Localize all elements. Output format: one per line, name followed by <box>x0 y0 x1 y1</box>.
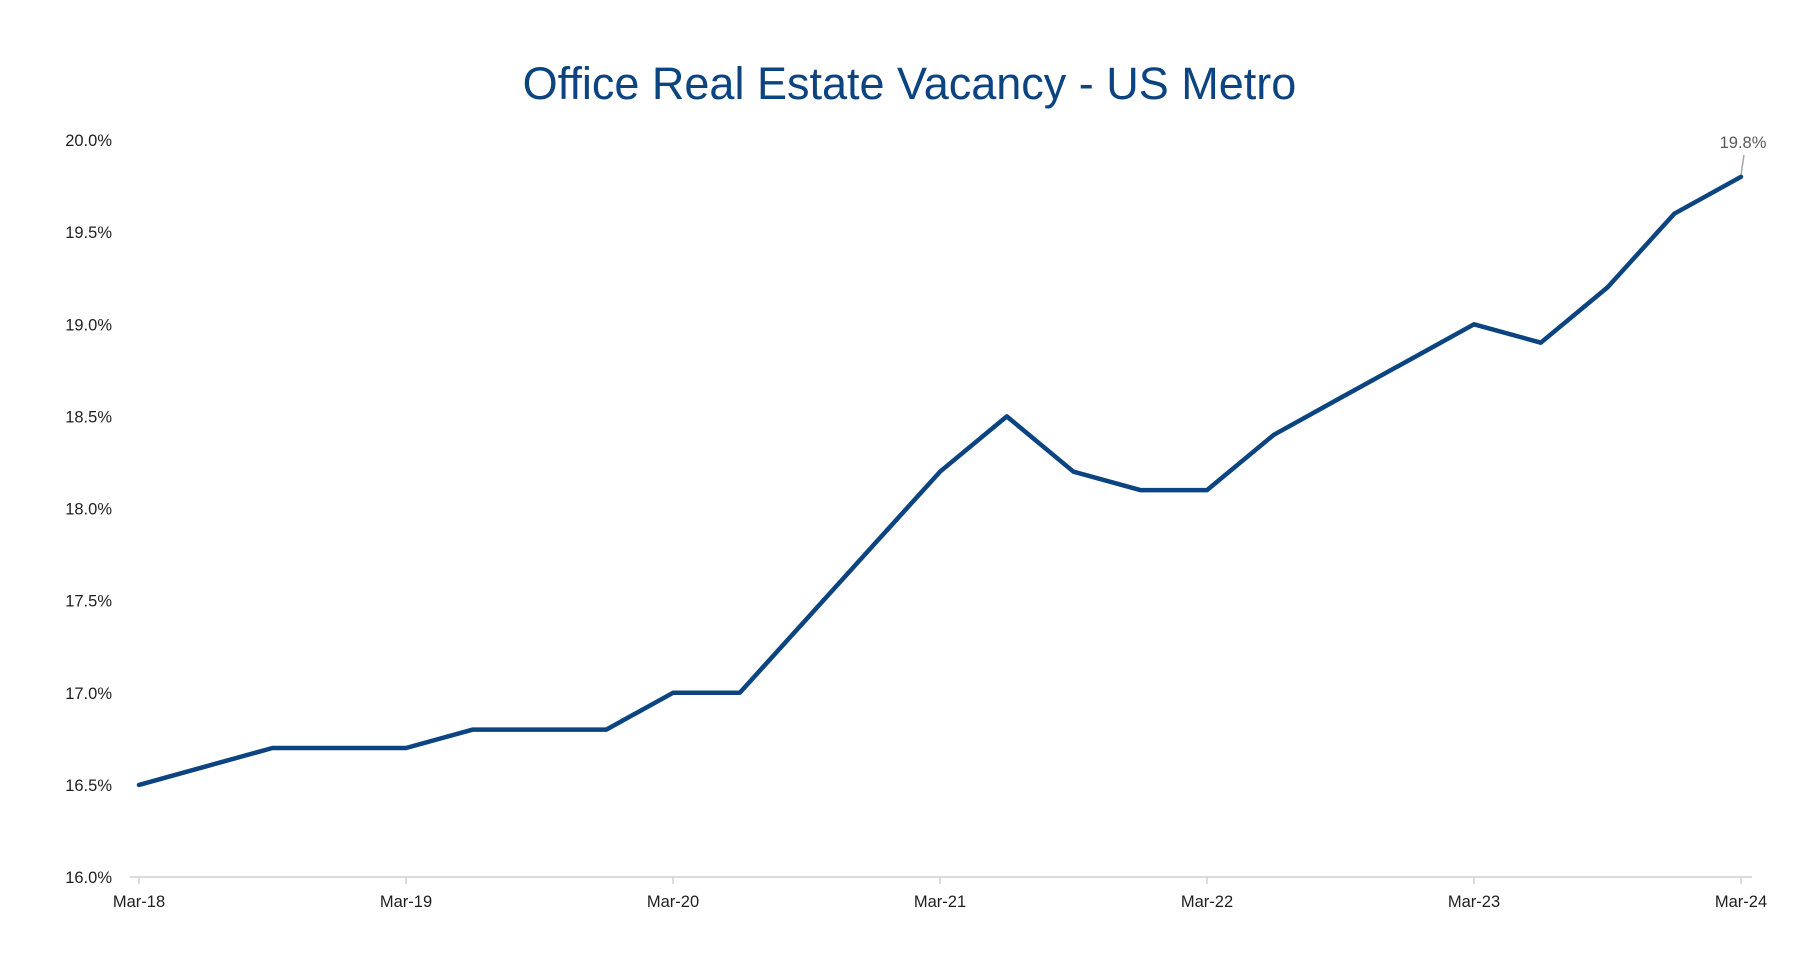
series-layer <box>136 174 1744 788</box>
x-tick-label: Mar-24 <box>1715 893 1767 911</box>
x-axis: Mar-18 Mar-19 Mar-20 Mar-21 Mar-22 Mar-23 Mar-… <box>113 876 1767 911</box>
y-tick-label: 16.5% <box>65 777 112 795</box>
data-labels: 19.8% <box>1720 134 1767 175</box>
x-tick-label: Mar-18 <box>113 893 165 911</box>
y-tick-label: 17.0% <box>65 685 112 703</box>
x-tick-label: Mar-22 <box>1181 893 1233 911</box>
y-tick-label: 19.0% <box>65 316 112 334</box>
x-tick-label: Mar-23 <box>1448 893 1500 911</box>
series-line <box>136 174 1744 788</box>
y-tick-label: 20.0% <box>65 132 112 150</box>
x-tick-label: Mar-21 <box>914 893 966 911</box>
y-tick-label: 19.5% <box>65 224 112 242</box>
chart-title: Office Real Estate Vacancy - US Metro <box>522 58 1297 109</box>
y-tick-label: 18.5% <box>65 408 112 426</box>
x-tick-label: Mar-20 <box>647 893 699 911</box>
y-tick-label: 18.0% <box>65 501 112 519</box>
y-tick-label: 16.0% <box>65 869 112 887</box>
data-label-leader-line <box>1740 154 1745 175</box>
y-tick-label: 17.5% <box>65 593 112 611</box>
x-tick-label: Mar-19 <box>380 893 432 911</box>
data-label: 19.8% <box>1720 134 1767 152</box>
y-axis: 16.0% 16.5% 17.0% 17.5% 18.0% 18.5% 19.0% 19.5%… <box>65 132 112 887</box>
